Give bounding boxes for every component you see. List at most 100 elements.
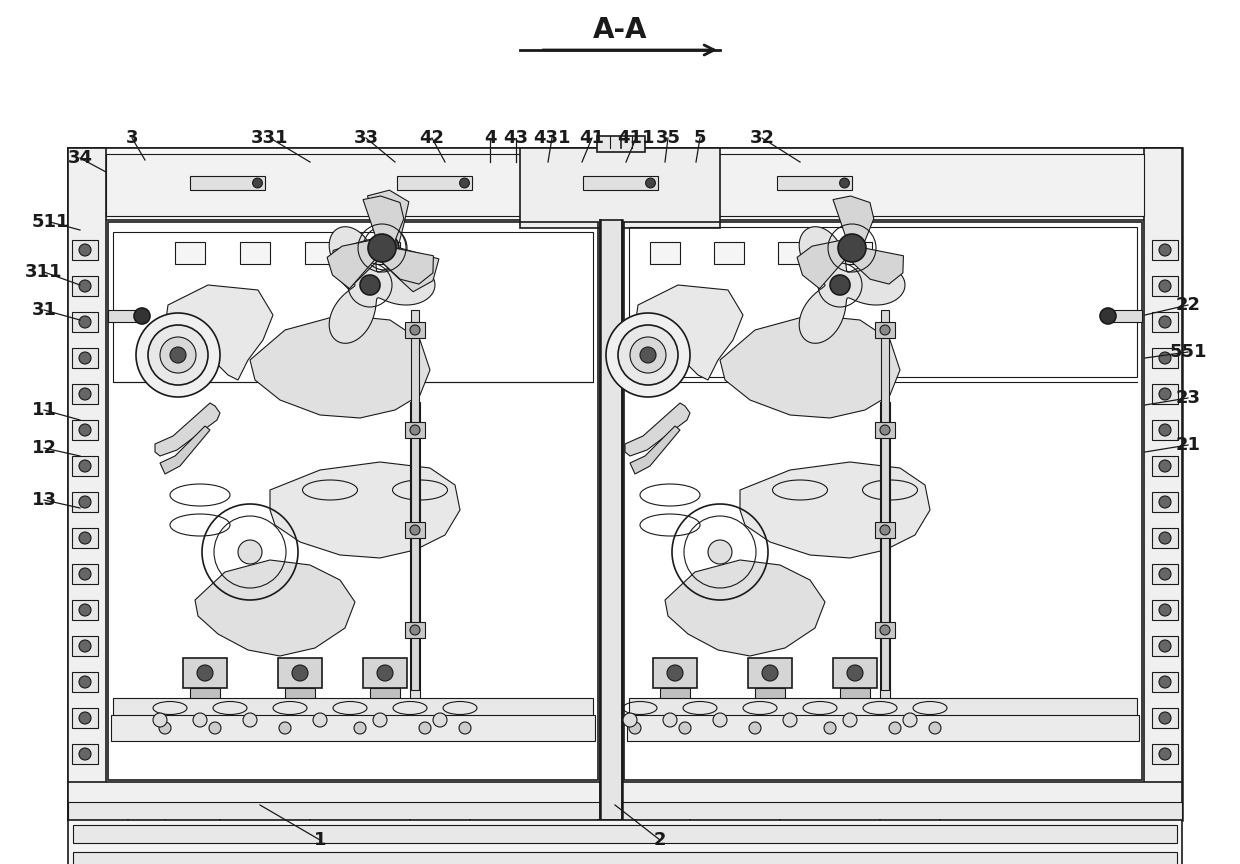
Bar <box>875 322 895 338</box>
Bar <box>68 782 1182 820</box>
Bar <box>1145 148 1182 820</box>
Circle shape <box>839 178 849 187</box>
Bar <box>1152 600 1178 620</box>
Text: 5: 5 <box>693 129 707 147</box>
Circle shape <box>279 722 291 734</box>
Circle shape <box>410 325 420 335</box>
Bar <box>627 715 1140 741</box>
Circle shape <box>433 713 446 727</box>
Circle shape <box>79 676 91 688</box>
Bar <box>596 136 645 152</box>
Bar <box>833 658 877 688</box>
Bar <box>875 622 895 638</box>
Text: 431: 431 <box>533 129 570 147</box>
Circle shape <box>1159 640 1171 652</box>
Circle shape <box>618 325 678 385</box>
Text: 34: 34 <box>67 149 93 167</box>
Circle shape <box>79 244 91 256</box>
Circle shape <box>763 665 777 681</box>
Bar <box>113 232 593 382</box>
Bar <box>72 240 98 260</box>
Polygon shape <box>160 426 210 474</box>
Circle shape <box>79 388 91 400</box>
Bar <box>68 148 1182 820</box>
Bar <box>405 622 425 638</box>
Bar <box>305 242 335 264</box>
Circle shape <box>1159 496 1171 508</box>
Circle shape <box>134 308 150 324</box>
Text: A-A: A-A <box>593 16 647 44</box>
Circle shape <box>667 665 683 681</box>
Bar <box>105 154 1145 216</box>
Circle shape <box>1159 568 1171 580</box>
Circle shape <box>460 178 470 187</box>
Polygon shape <box>740 462 930 558</box>
Text: 511: 511 <box>31 213 68 231</box>
Bar <box>755 688 785 700</box>
Circle shape <box>79 640 91 652</box>
Bar <box>370 242 401 264</box>
Circle shape <box>371 234 399 262</box>
Circle shape <box>238 540 262 564</box>
Bar <box>1152 636 1178 656</box>
Bar <box>72 708 98 728</box>
Bar <box>600 220 622 820</box>
Circle shape <box>1159 352 1171 364</box>
Bar <box>1152 348 1178 368</box>
Circle shape <box>377 665 393 681</box>
Circle shape <box>160 337 196 373</box>
Bar <box>363 658 407 688</box>
Text: 42: 42 <box>419 129 444 147</box>
Bar <box>1152 528 1178 548</box>
Circle shape <box>1159 280 1171 292</box>
Bar <box>1152 708 1178 728</box>
Circle shape <box>1159 604 1171 616</box>
Circle shape <box>622 713 637 727</box>
Circle shape <box>749 722 761 734</box>
Circle shape <box>640 347 656 363</box>
Circle shape <box>708 540 732 564</box>
Text: 22: 22 <box>1176 296 1200 314</box>
Bar <box>410 402 420 732</box>
Bar <box>72 492 98 512</box>
Circle shape <box>1159 244 1171 256</box>
Bar <box>72 528 98 548</box>
Bar <box>880 310 889 690</box>
Bar <box>1152 240 1178 260</box>
Bar <box>397 176 471 190</box>
Polygon shape <box>382 248 439 292</box>
Polygon shape <box>195 560 355 656</box>
Bar <box>72 564 98 584</box>
Bar <box>748 658 792 688</box>
Text: 4: 4 <box>484 129 496 147</box>
Circle shape <box>903 713 918 727</box>
Polygon shape <box>250 315 430 418</box>
Polygon shape <box>665 560 825 656</box>
Bar <box>175 242 205 264</box>
Bar <box>113 698 593 718</box>
Circle shape <box>312 713 327 727</box>
Circle shape <box>1159 712 1171 724</box>
Circle shape <box>1159 532 1171 544</box>
Circle shape <box>629 722 641 734</box>
Circle shape <box>79 748 91 760</box>
Polygon shape <box>797 240 846 289</box>
Bar <box>1152 276 1178 296</box>
Circle shape <box>880 425 890 435</box>
Circle shape <box>79 568 91 580</box>
Circle shape <box>889 722 901 734</box>
Bar <box>1152 384 1178 404</box>
Text: 31: 31 <box>31 301 57 319</box>
Circle shape <box>713 713 727 727</box>
Bar <box>184 658 227 688</box>
Bar <box>776 176 852 190</box>
Bar <box>410 310 419 690</box>
Text: 3: 3 <box>125 129 138 147</box>
Polygon shape <box>800 226 905 343</box>
Text: 2: 2 <box>653 831 666 849</box>
Circle shape <box>782 713 797 727</box>
Bar <box>108 222 598 780</box>
Circle shape <box>159 722 171 734</box>
Circle shape <box>79 424 91 436</box>
Circle shape <box>136 313 219 397</box>
